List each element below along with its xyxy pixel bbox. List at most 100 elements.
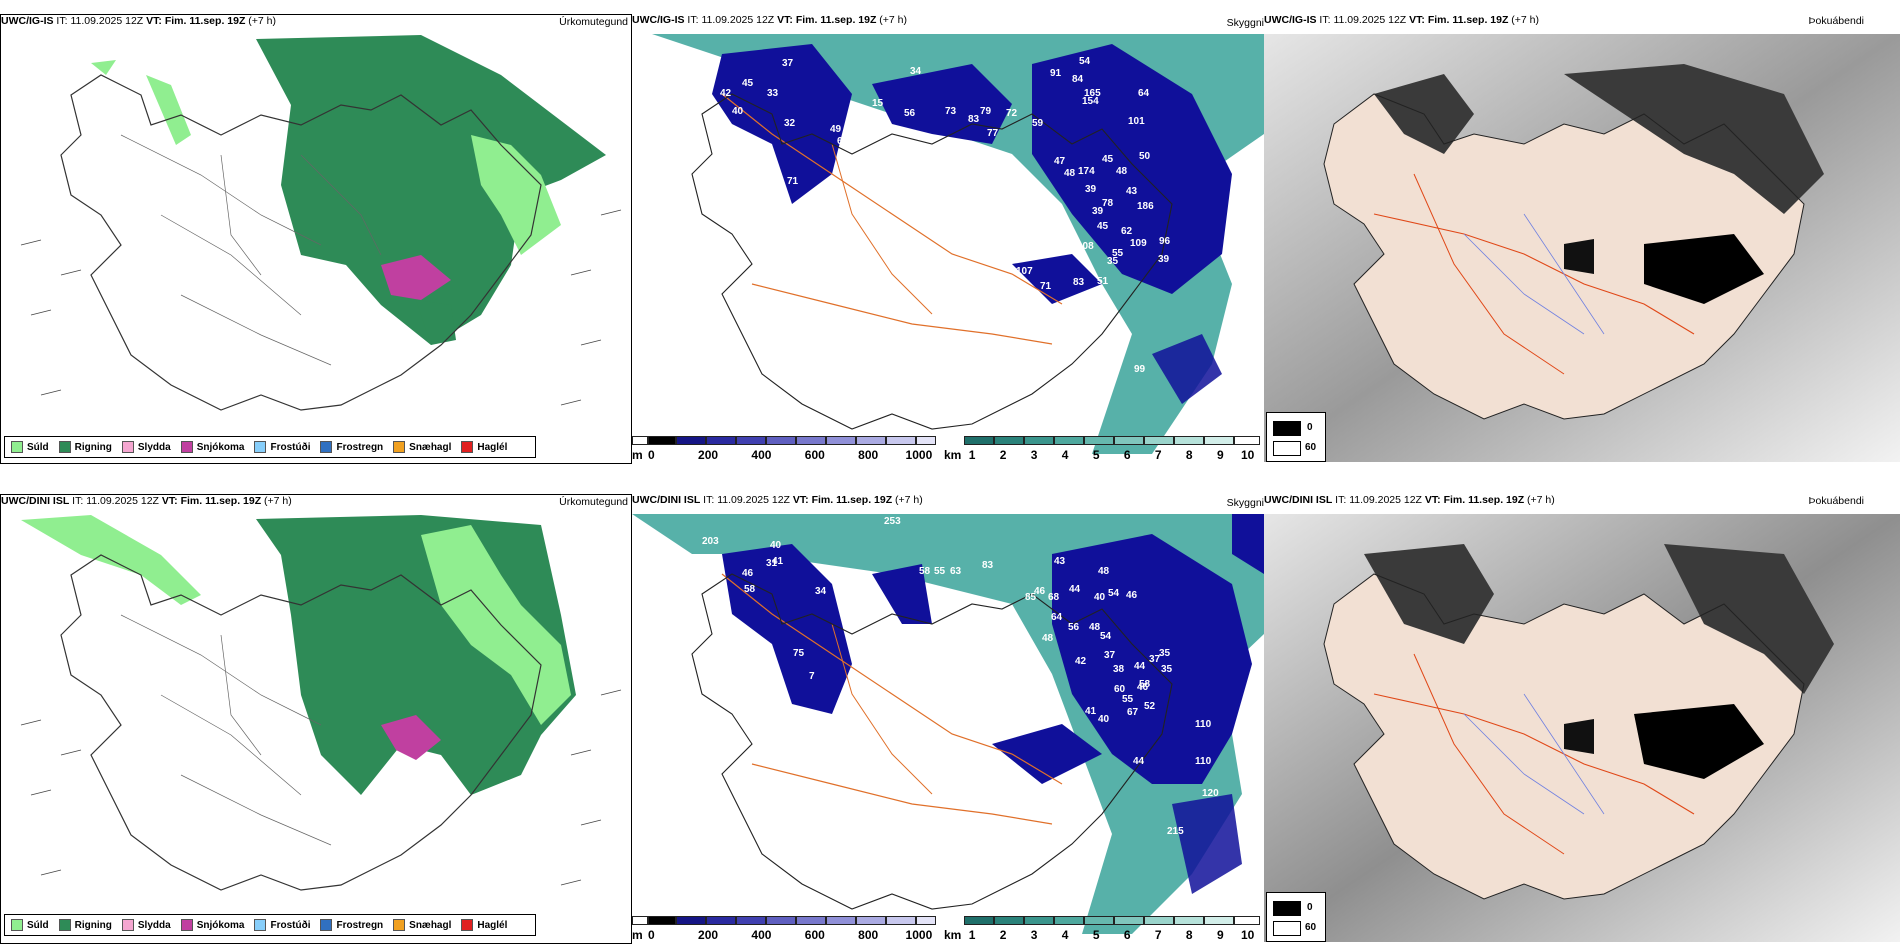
it-label: IT: <box>703 494 715 506</box>
visibility-value-label: 101 <box>1128 116 1145 127</box>
visibility-tick: 2 <box>999 928 1007 942</box>
precip-map <box>20 515 622 891</box>
it-label: IT: <box>56 15 68 27</box>
fog-white-label: 60 <box>1305 922 1317 933</box>
visibility-value-label: 58 <box>919 566 931 577</box>
visibility-value-label: 51 <box>1097 276 1109 287</box>
vt-value: Fim. 11.sep. 19Z <box>164 15 246 27</box>
visibility-value-label: 71 <box>787 176 799 187</box>
visibility-tick: 10 <box>1240 928 1255 942</box>
ceiling-tick: 800 <box>858 448 879 462</box>
legend-item-suld: Súld <box>11 919 49 931</box>
visibility-value-label: 40 <box>1094 592 1106 603</box>
ceiling-tick: 1000 <box>905 928 933 942</box>
visibility-tick: 2 <box>999 448 1007 462</box>
visibility-value-label: 42 <box>1075 656 1087 667</box>
visibility-value-label: 48 <box>959 726 971 737</box>
visibility-value-label: 39 <box>1158 254 1170 265</box>
visibility-tick: 5 <box>1092 928 1100 942</box>
fog-white-label: 60 <box>1305 442 1317 453</box>
visibility-tick: 3 <box>1030 928 1038 942</box>
visibility-value-label: 38 <box>1113 664 1125 675</box>
legend-item-snaehagl: Snæhagl <box>393 441 451 453</box>
visibility-value-label: 37 <box>1149 654 1161 665</box>
visibility-tick: 9 <box>1216 448 1224 462</box>
visibility-tick: 1 <box>968 448 976 462</box>
visibility-tick: 4 <box>1061 928 1069 942</box>
legend-label: Haglél <box>477 919 508 931</box>
ceiling-tick: 400 <box>751 928 772 942</box>
visibility-tick: 9 <box>1216 928 1224 942</box>
precip-panel-title: Úrkomutegund <box>559 16 628 28</box>
visibility-value-label: 154 <box>1082 96 1099 107</box>
legend-item-haglel: Haglél <box>461 919 507 931</box>
it-label: IT: <box>72 495 84 507</box>
ceiling-tick-labels: m 0 200 400 600 800 1000 <box>632 448 932 462</box>
fog-white-swatch <box>1273 921 1301 936</box>
visibility-value-label: 109 <box>1130 238 1147 249</box>
precip-panel-row2: UWC/DINI ISL IT: 11.09.2025 12Z VT: Fim.… <box>0 494 632 944</box>
visibility-value-label: 48 <box>1064 168 1076 179</box>
precip-panel-row1: UWC/IG-IS IT: 11.09.2025 12Z VT: Fim. 11… <box>0 14 632 464</box>
ceiling-tick: 600 <box>804 448 825 462</box>
swatch-icon <box>320 919 333 931</box>
ceiling-tick: 600 <box>804 928 825 942</box>
visibility-value-label: 120 <box>1202 788 1219 799</box>
visibility-value-label: 21 <box>1047 231 1059 242</box>
legend-label: Snæhagl <box>409 919 452 931</box>
visibility-value-label: 174 <box>1078 166 1095 177</box>
visibility-value-label: 43 <box>1054 556 1066 567</box>
visibility-value-label: 45 <box>1097 221 1109 232</box>
legend-item-frostudi: Frostúði <box>254 441 310 453</box>
visibility-value-label: 43 <box>1126 186 1138 197</box>
cloud-panel-row2: 253 203 40 41 31 46 58 34 50 58 55 63 83 43 48 54 44 40 46… <box>632 494 1264 944</box>
it-label: IT: <box>1335 494 1347 506</box>
visibility-value-label: 39 <box>1092 206 1104 217</box>
visibility-value-label: 64 <box>1138 88 1150 99</box>
visibility-value-label: 69 <box>985 154 997 165</box>
visibility-value-label: 47 <box>1054 156 1066 167</box>
visibility-value-label: 35 <box>1159 648 1171 659</box>
visibility-value-label: 84 <box>966 691 978 702</box>
visibility-value-label: 37 <box>1104 650 1116 661</box>
visibility-value-label: 86 <box>1249 718 1261 729</box>
visibility-unit: km <box>944 928 962 942</box>
visibility-value-label: 42 <box>720 88 732 99</box>
panel-header: UWC/IG-IS IT: 11.09.2025 12Z VT: Fim. 11… <box>1 15 276 28</box>
visibility-tick: 7 <box>1154 448 1162 462</box>
visibility-value-label: 108 <box>1077 241 1094 252</box>
visibility-value-label: 7 <box>809 671 815 682</box>
fog-panel-row2: UWC/DINI ISL IT: 11.09.2025 12Z VT: Fim.… <box>1264 494 1900 944</box>
visibility-value-label: 68 <box>1048 592 1060 603</box>
visibility-value-label: 79 <box>980 106 992 117</box>
visibility-value-label: 35 <box>1161 664 1173 675</box>
visibility-value-label: 60 <box>837 136 849 147</box>
fog-legend: 0 60 <box>1266 892 1326 942</box>
legend-item-snaehagl: Snæhagl <box>393 919 451 931</box>
legend-label: Rigning <box>74 441 112 453</box>
legend-label: Súld <box>27 919 49 931</box>
visibility-value-label: 44 <box>1134 661 1146 672</box>
fog-legend: 0 60 <box>1266 412 1326 462</box>
lead-time: (+7 h) <box>895 494 923 506</box>
visibility-value-label: 48 <box>1116 166 1128 177</box>
legend-label: Frostregn <box>336 441 384 453</box>
legend-item-snjokoma: Snjókoma <box>180 919 245 931</box>
vt-value: Fim. 11.sep. 19Z <box>795 14 877 26</box>
visibility-tick: 10 <box>1240 448 1255 462</box>
precip-legend: Súld Rigning Slydda Snjókoma Frostúði Fr… <box>4 914 536 936</box>
visibility-value-label: 41 <box>1085 706 1097 717</box>
cloud-panel-row1: 37 45 42 33 32 40 49 60 71 45 15 56 34 73 83 79 77 69 72 59… <box>632 14 1264 464</box>
legend-item-slydda: Slydda <box>121 441 171 453</box>
panel-header: UWC/DINI ISL IT: 11.09.2025 12Z VT: Fim.… <box>1 495 292 508</box>
legend-item-rigning: Rigning <box>58 919 112 931</box>
visibility-value-label: 33 <box>767 88 779 99</box>
visibility-value-label: 91 <box>1050 68 1062 79</box>
legend-label: Snjókoma <box>196 919 245 931</box>
visibility-value-label: 54 <box>1100 631 1112 642</box>
swatch-icon <box>11 919 23 931</box>
visibility-tick: 1 <box>968 928 976 942</box>
visibility-value-label: 45 <box>1102 154 1114 165</box>
